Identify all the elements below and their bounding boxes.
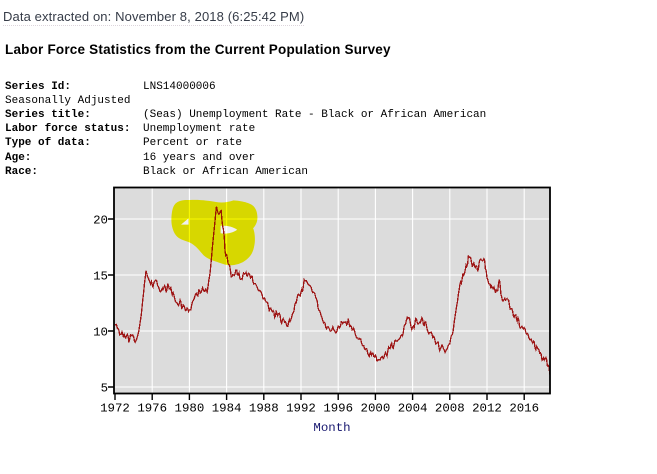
svg-text:2004: 2004: [398, 402, 428, 416]
svg-text:2008: 2008: [435, 402, 465, 416]
svg-text:2012: 2012: [472, 402, 502, 416]
svg-text:2000: 2000: [361, 402, 391, 416]
svg-text:20: 20: [93, 213, 108, 227]
svg-text:1988: 1988: [249, 402, 279, 416]
svg-text:5: 5: [101, 381, 108, 395]
svg-text:10: 10: [93, 325, 108, 339]
svg-text:Month: Month: [313, 421, 350, 435]
svg-text:1992: 1992: [286, 402, 316, 416]
svg-text:1976: 1976: [137, 402, 167, 416]
svg-text:1980: 1980: [175, 402, 205, 416]
svg-text:15: 15: [93, 269, 108, 283]
svg-text:1996: 1996: [323, 402, 353, 416]
svg-text:2016: 2016: [509, 402, 539, 416]
svg-text:1984: 1984: [212, 402, 242, 416]
svg-text:1972: 1972: [100, 402, 130, 416]
